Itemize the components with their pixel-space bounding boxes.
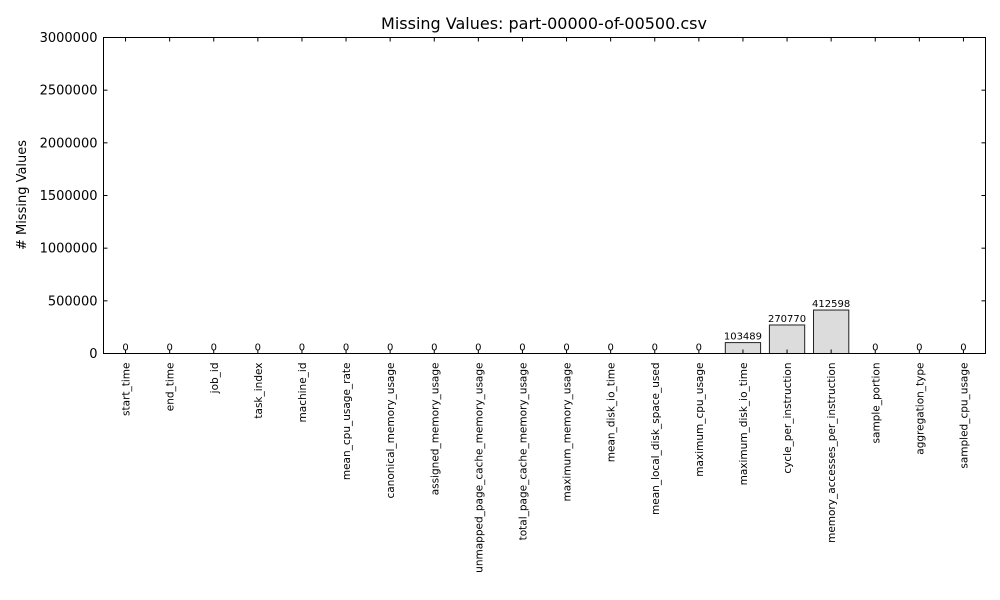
data-label-end_time: 0 — [166, 343, 172, 354]
x-tick-label-canonical_memory_usage: canonical_memory_usage — [385, 363, 397, 499]
chart-title: Missing Values: part-00000-of-00500.csv — [381, 14, 707, 33]
x-tick-label-aggregation_type: aggregation_type — [914, 363, 926, 455]
x-tick-label-total_page_cache_memory_usage: total_page_cache_memory_usage — [517, 363, 529, 541]
data-label-machine_id: 0 — [299, 343, 305, 354]
x-tick-label-end_time: end_time — [165, 363, 177, 412]
x-tick-label-cycle_per_instruction: cycle_per_instruction — [782, 363, 794, 474]
x-tick-label-mean_disk_io_time: mean_disk_io_time — [606, 363, 618, 463]
y-tick-label: 2000000 — [40, 136, 98, 151]
data-label-mean_local_disk_space_used: 0 — [652, 343, 658, 354]
x-tick-label-mean_cpu_usage_rate: mean_cpu_usage_rate — [341, 363, 353, 481]
plot-frame — [103, 37, 986, 354]
data-label-sampled_cpu_usage: 0 — [960, 343, 966, 354]
data-label-mean_cpu_usage_rate: 0 — [343, 343, 349, 354]
y-tick-label: 0 — [89, 347, 97, 362]
y-tick-label: 3000000 — [40, 31, 98, 46]
data-label-sample_portion: 0 — [872, 343, 878, 354]
x-tick-label-machine_id: machine_id — [297, 363, 309, 423]
y-axis-ticks: 0 500000 1000000 1500000 2000000 2500000 30000… — [40, 31, 986, 362]
data-label-maximum_memory_usage: 0 — [563, 343, 569, 354]
data-label-unmapped_page_cache_memory_usage: 0 — [475, 343, 481, 354]
x-axis-ticks: start_time end_time job_id task_index machin… — [121, 37, 970, 573]
data-label-memory_accesses_per_instruction: 412598 — [812, 299, 850, 310]
y-tick-label: 2500000 — [40, 84, 98, 99]
data-label-maximum_cpu_usage: 0 — [696, 343, 702, 354]
x-tick-label-maximum_memory_usage: maximum_memory_usage — [562, 363, 574, 502]
y-axis-label: # Missing Values — [15, 140, 30, 250]
data-label-canonical_memory_usage: 0 — [387, 343, 393, 354]
x-tick-label-maximum_cpu_usage: maximum_cpu_usage — [694, 363, 706, 477]
data-label-maximum_disk_io_time: 103489 — [724, 332, 762, 343]
data-label-cycle_per_instruction: 270770 — [768, 314, 806, 325]
x-tick-label-sampled_cpu_usage: sampled_cpu_usage — [958, 363, 970, 469]
x-tick-label-task_index: task_index — [253, 363, 265, 419]
data-label-mean_disk_io_time: 0 — [607, 343, 613, 354]
x-tick-label-sample_portion: sample_portion — [870, 363, 882, 444]
y-tick-label: 1500000 — [40, 189, 98, 204]
x-tick-label-maximum_disk_io_time: maximum_disk_io_time — [738, 363, 750, 486]
data-label-assigned_memory_usage: 0 — [431, 343, 437, 354]
x-tick-label-start_time: start_time — [121, 363, 133, 416]
x-tick-label-job_id: job_id — [209, 363, 221, 395]
x-tick-label-assigned_memory_usage: assigned_memory_usage — [429, 363, 441, 496]
x-tick-label-unmapped_page_cache_memory_usage: unmapped_page_cache_memory_usage — [473, 363, 485, 573]
x-tick-label-memory_accesses_per_instruction: memory_accesses_per_instruction — [826, 363, 838, 543]
y-tick-label: 500000 — [48, 294, 98, 309]
bar-memory_accesses_per_instruction — [813, 309, 850, 354]
data-label-job_id: 0 — [211, 343, 217, 354]
bar-cycle_per_instruction — [768, 324, 806, 354]
data-label-aggregation_type: 0 — [916, 343, 922, 354]
y-tick-label: 1000000 — [40, 242, 98, 257]
x-tick-label-mean_local_disk_space_used: mean_local_disk_space_used — [650, 363, 662, 515]
data-label-task_index: 0 — [255, 343, 261, 354]
data-labels-group: 0 0 0 0 0 0 0 0 0 0 0 0 0 0 103489 270770 412598 0 0 0 — [122, 299, 966, 353]
data-label-total_page_cache_memory_usage: 0 — [519, 343, 525, 354]
data-label-start_time: 0 — [122, 343, 128, 354]
